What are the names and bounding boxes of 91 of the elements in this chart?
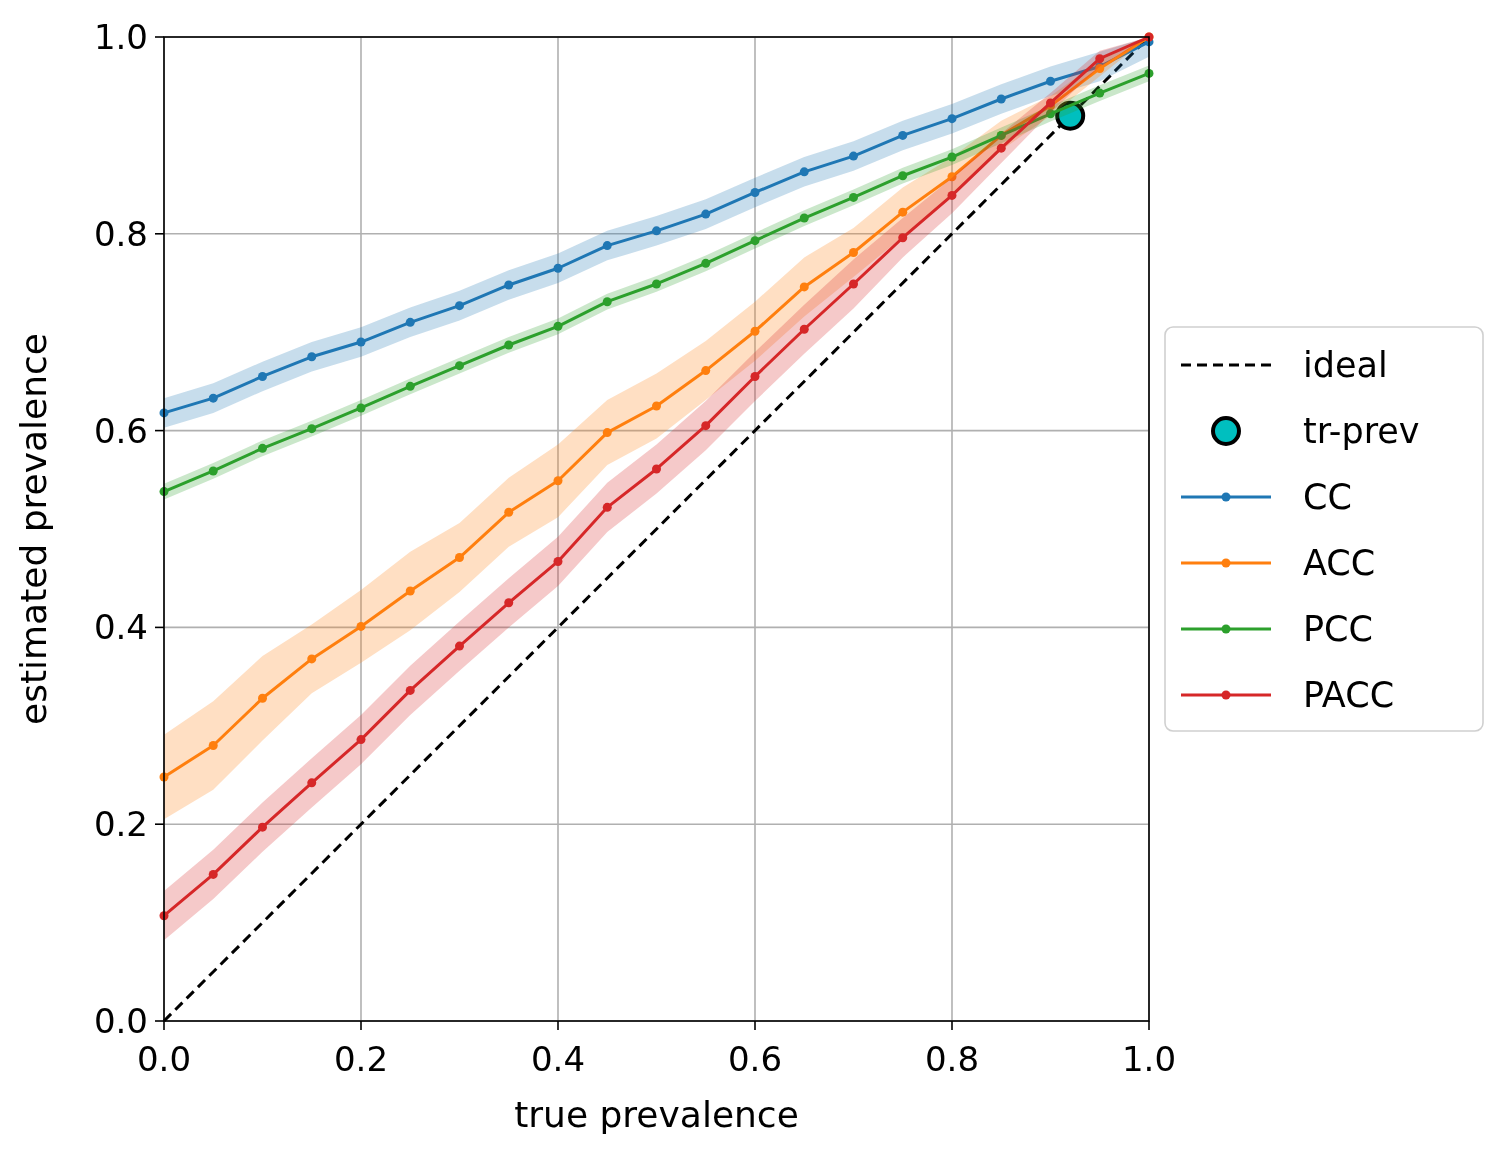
point — [750, 187, 760, 197]
point — [258, 693, 267, 703]
point — [455, 553, 464, 563]
point — [996, 143, 1006, 153]
point — [405, 381, 415, 391]
point — [553, 476, 563, 486]
point — [799, 213, 809, 223]
x-tick-label: 1.0 — [1121, 1039, 1177, 1079]
point — [356, 403, 366, 413]
point — [602, 502, 612, 512]
x-tick-label: 0.4 — [530, 1039, 586, 1079]
point — [701, 209, 711, 219]
point — [258, 443, 267, 453]
legend-label: ideal — [1303, 345, 1388, 386]
y-tick-label: 0.6 — [93, 410, 148, 451]
point — [898, 233, 908, 243]
point — [701, 366, 711, 376]
x-tick-label: 0.0 — [136, 1039, 192, 1079]
point — [356, 621, 366, 631]
point — [1095, 54, 1105, 64]
point — [947, 152, 957, 162]
point — [898, 207, 908, 217]
point — [1046, 76, 1055, 86]
point — [307, 424, 317, 434]
point — [602, 428, 612, 438]
point — [1095, 88, 1105, 98]
point — [750, 326, 760, 336]
point — [504, 598, 514, 608]
point — [208, 466, 218, 476]
point — [701, 258, 711, 268]
point — [455, 301, 464, 311]
x-tick-label: 0.2 — [333, 1039, 389, 1079]
point — [1046, 109, 1055, 119]
y-axis-title: estimated prevalence — [13, 333, 54, 725]
point — [455, 641, 464, 651]
legend-label: tr-prev — [1303, 411, 1420, 452]
point — [356, 735, 366, 745]
point — [849, 248, 858, 257]
point — [947, 190, 957, 200]
point — [405, 586, 415, 596]
point — [898, 130, 908, 140]
legend-label: CC — [1303, 477, 1352, 518]
point — [405, 685, 415, 695]
point — [356, 337, 366, 347]
point — [602, 297, 612, 307]
point — [405, 317, 415, 327]
x-tick-label: 0.8 — [924, 1039, 980, 1079]
point — [602, 241, 612, 251]
point — [799, 324, 809, 334]
legend-label: PACC — [1303, 675, 1395, 716]
point — [208, 869, 218, 879]
y-tick-label: 0.2 — [93, 804, 148, 845]
point — [652, 464, 661, 474]
point — [258, 822, 267, 832]
point — [750, 236, 760, 246]
point — [996, 94, 1006, 104]
y-tick-label: 1.0 — [93, 16, 148, 57]
point — [208, 740, 218, 750]
point — [799, 282, 809, 292]
point — [208, 393, 218, 403]
y-tick-label: 0.0 — [93, 1000, 148, 1041]
point — [553, 263, 563, 273]
point — [652, 226, 661, 236]
point — [1055, 100, 1086, 131]
point — [652, 401, 661, 411]
point — [652, 279, 661, 289]
point — [947, 114, 957, 124]
legend-label: ACC — [1303, 543, 1376, 584]
point — [849, 192, 858, 202]
point — [258, 371, 267, 381]
point — [750, 371, 760, 381]
x-axis-title: true prevalence — [514, 1094, 799, 1135]
point — [849, 151, 858, 161]
point — [504, 507, 514, 517]
y-tick-label: 0.4 — [93, 607, 148, 648]
point — [307, 352, 317, 362]
point — [799, 167, 809, 177]
x-tick-label: 0.6 — [727, 1039, 783, 1079]
point — [553, 556, 563, 566]
point — [307, 654, 317, 664]
point — [307, 778, 317, 788]
point — [849, 279, 858, 289]
y-tick-label: 0.8 — [93, 213, 148, 254]
point — [504, 280, 514, 290]
point — [898, 171, 908, 181]
legend-label: PCC — [1303, 609, 1373, 650]
point — [504, 340, 514, 350]
point — [947, 172, 957, 182]
point — [553, 321, 563, 331]
point — [701, 421, 711, 431]
point — [455, 361, 464, 371]
